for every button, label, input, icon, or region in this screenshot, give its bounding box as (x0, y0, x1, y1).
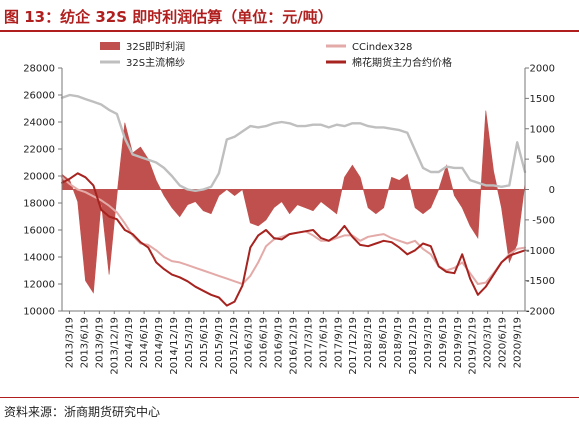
x-tick-label: 2019/12/19 (468, 317, 479, 375)
left-tick-label: 18000 (23, 199, 55, 210)
legend-swatch (100, 42, 120, 50)
x-tick-label: 2018/6/19 (378, 317, 389, 368)
x-axis: 2013/3/19 2013/6/19 2013/9/19 2013/12/19 201… (64, 311, 524, 375)
x-tick-label: 2017/9/19 (333, 317, 344, 368)
x-tick-label: 2013/3/19 (64, 317, 75, 368)
series-area-0 (61, 110, 526, 294)
right-tick-label: -2000 (526, 307, 555, 318)
x-tick-label: 2013/9/19 (94, 317, 105, 368)
x-tick-label: 2016/3/19 (244, 317, 255, 368)
left-tick-label: 28000 (23, 64, 55, 75)
right-axis: -2000 -1500 -1000 -500 0 500 1000 1500 2000 (525, 64, 555, 318)
x-tick-label: 2014/3/19 (124, 317, 135, 368)
x-tick-label: 2018/3/19 (363, 317, 374, 368)
source-note: 资料来源：浙商期货研究中心 (4, 405, 161, 419)
x-tick-label: 2016/9/19 (274, 317, 285, 368)
x-tick-label: 2020/3/19 (483, 317, 494, 368)
x-tick-label: 2017/12/19 (348, 317, 359, 375)
x-tick-label: 2017/3/19 (303, 317, 314, 368)
x-tick-label: 2019/6/19 (438, 317, 449, 368)
title-rule (0, 30, 579, 32)
left-tick-label: 10000 (23, 307, 55, 318)
series-line-2 (60, 93, 527, 193)
line-series (60, 93, 527, 307)
left-tick-label: 16000 (23, 226, 55, 237)
figure-title: 图 13：纺企 32S 即时利润估算（单位：元/吨） (4, 8, 333, 26)
x-tick-label: 2015/3/19 (184, 317, 195, 368)
source-rule (0, 397, 579, 398)
x-tick-label: 2020/9/19 (513, 317, 524, 368)
legend-label: 32S主流棉纱 (126, 56, 185, 69)
x-tick-label: 2016/12/19 (289, 317, 300, 375)
right-tick-label: 1500 (530, 94, 555, 105)
right-tick-label: 500 (536, 155, 555, 166)
right-tick-label: -500 (532, 215, 555, 226)
right-tick-label: -1000 (526, 246, 555, 257)
right-tick-label: -1500 (526, 276, 555, 287)
legend-label: CCindex328 (352, 42, 412, 53)
x-tick-label: 2018/9/19 (393, 317, 404, 368)
x-tick-label: 2013/12/19 (109, 317, 120, 375)
x-tick-label: 2019/3/19 (423, 317, 434, 368)
title-bar: 图 13：纺企 32S 即时利润估算（单位：元/吨） (0, 0, 579, 30)
left-tick-label: 14000 (23, 253, 55, 264)
x-tick-label: 2016/6/19 (259, 317, 270, 368)
left-axis: 10000 12000 14000 16000 18000 20000 22000 24000… (23, 64, 62, 318)
x-tick-label: 2014/12/19 (169, 317, 180, 375)
legend: 32S即时利润 CCindex328 32S主流棉纱 棉花期货主力合约价格 (100, 40, 452, 69)
legend-label: 32S即时利润 (126, 40, 185, 53)
x-tick-label: 2015/12/19 (229, 317, 240, 375)
x-tick-label: 2019/9/19 (453, 317, 464, 368)
right-tick-label: 0 (549, 185, 555, 196)
x-tick-label: 2014/9/19 (154, 317, 165, 368)
series-line-3 (61, 172, 526, 307)
left-tick-label: 26000 (23, 91, 55, 102)
x-tick-label: 2020/6/19 (498, 317, 509, 368)
x-tick-label: 2013/6/19 (79, 317, 90, 368)
x-tick-label: 2015/6/19 (199, 317, 210, 368)
profit-area-series (61, 110, 526, 294)
x-tick-label: 2018/12/19 (408, 317, 419, 375)
x-tick-label: 2014/6/19 (139, 317, 150, 368)
left-tick-label: 22000 (23, 145, 55, 156)
right-tick-label: 1000 (530, 124, 555, 135)
x-tick-label: 2017/6/19 (318, 317, 329, 368)
left-tick-label: 12000 (23, 280, 55, 291)
left-tick-label: 20000 (23, 172, 55, 183)
left-tick-label: 24000 (23, 118, 55, 129)
x-tick-label: 2015/9/19 (214, 317, 225, 368)
legend-label: 棉花期货主力合约价格 (352, 56, 452, 69)
right-tick-label: 2000 (530, 64, 555, 75)
